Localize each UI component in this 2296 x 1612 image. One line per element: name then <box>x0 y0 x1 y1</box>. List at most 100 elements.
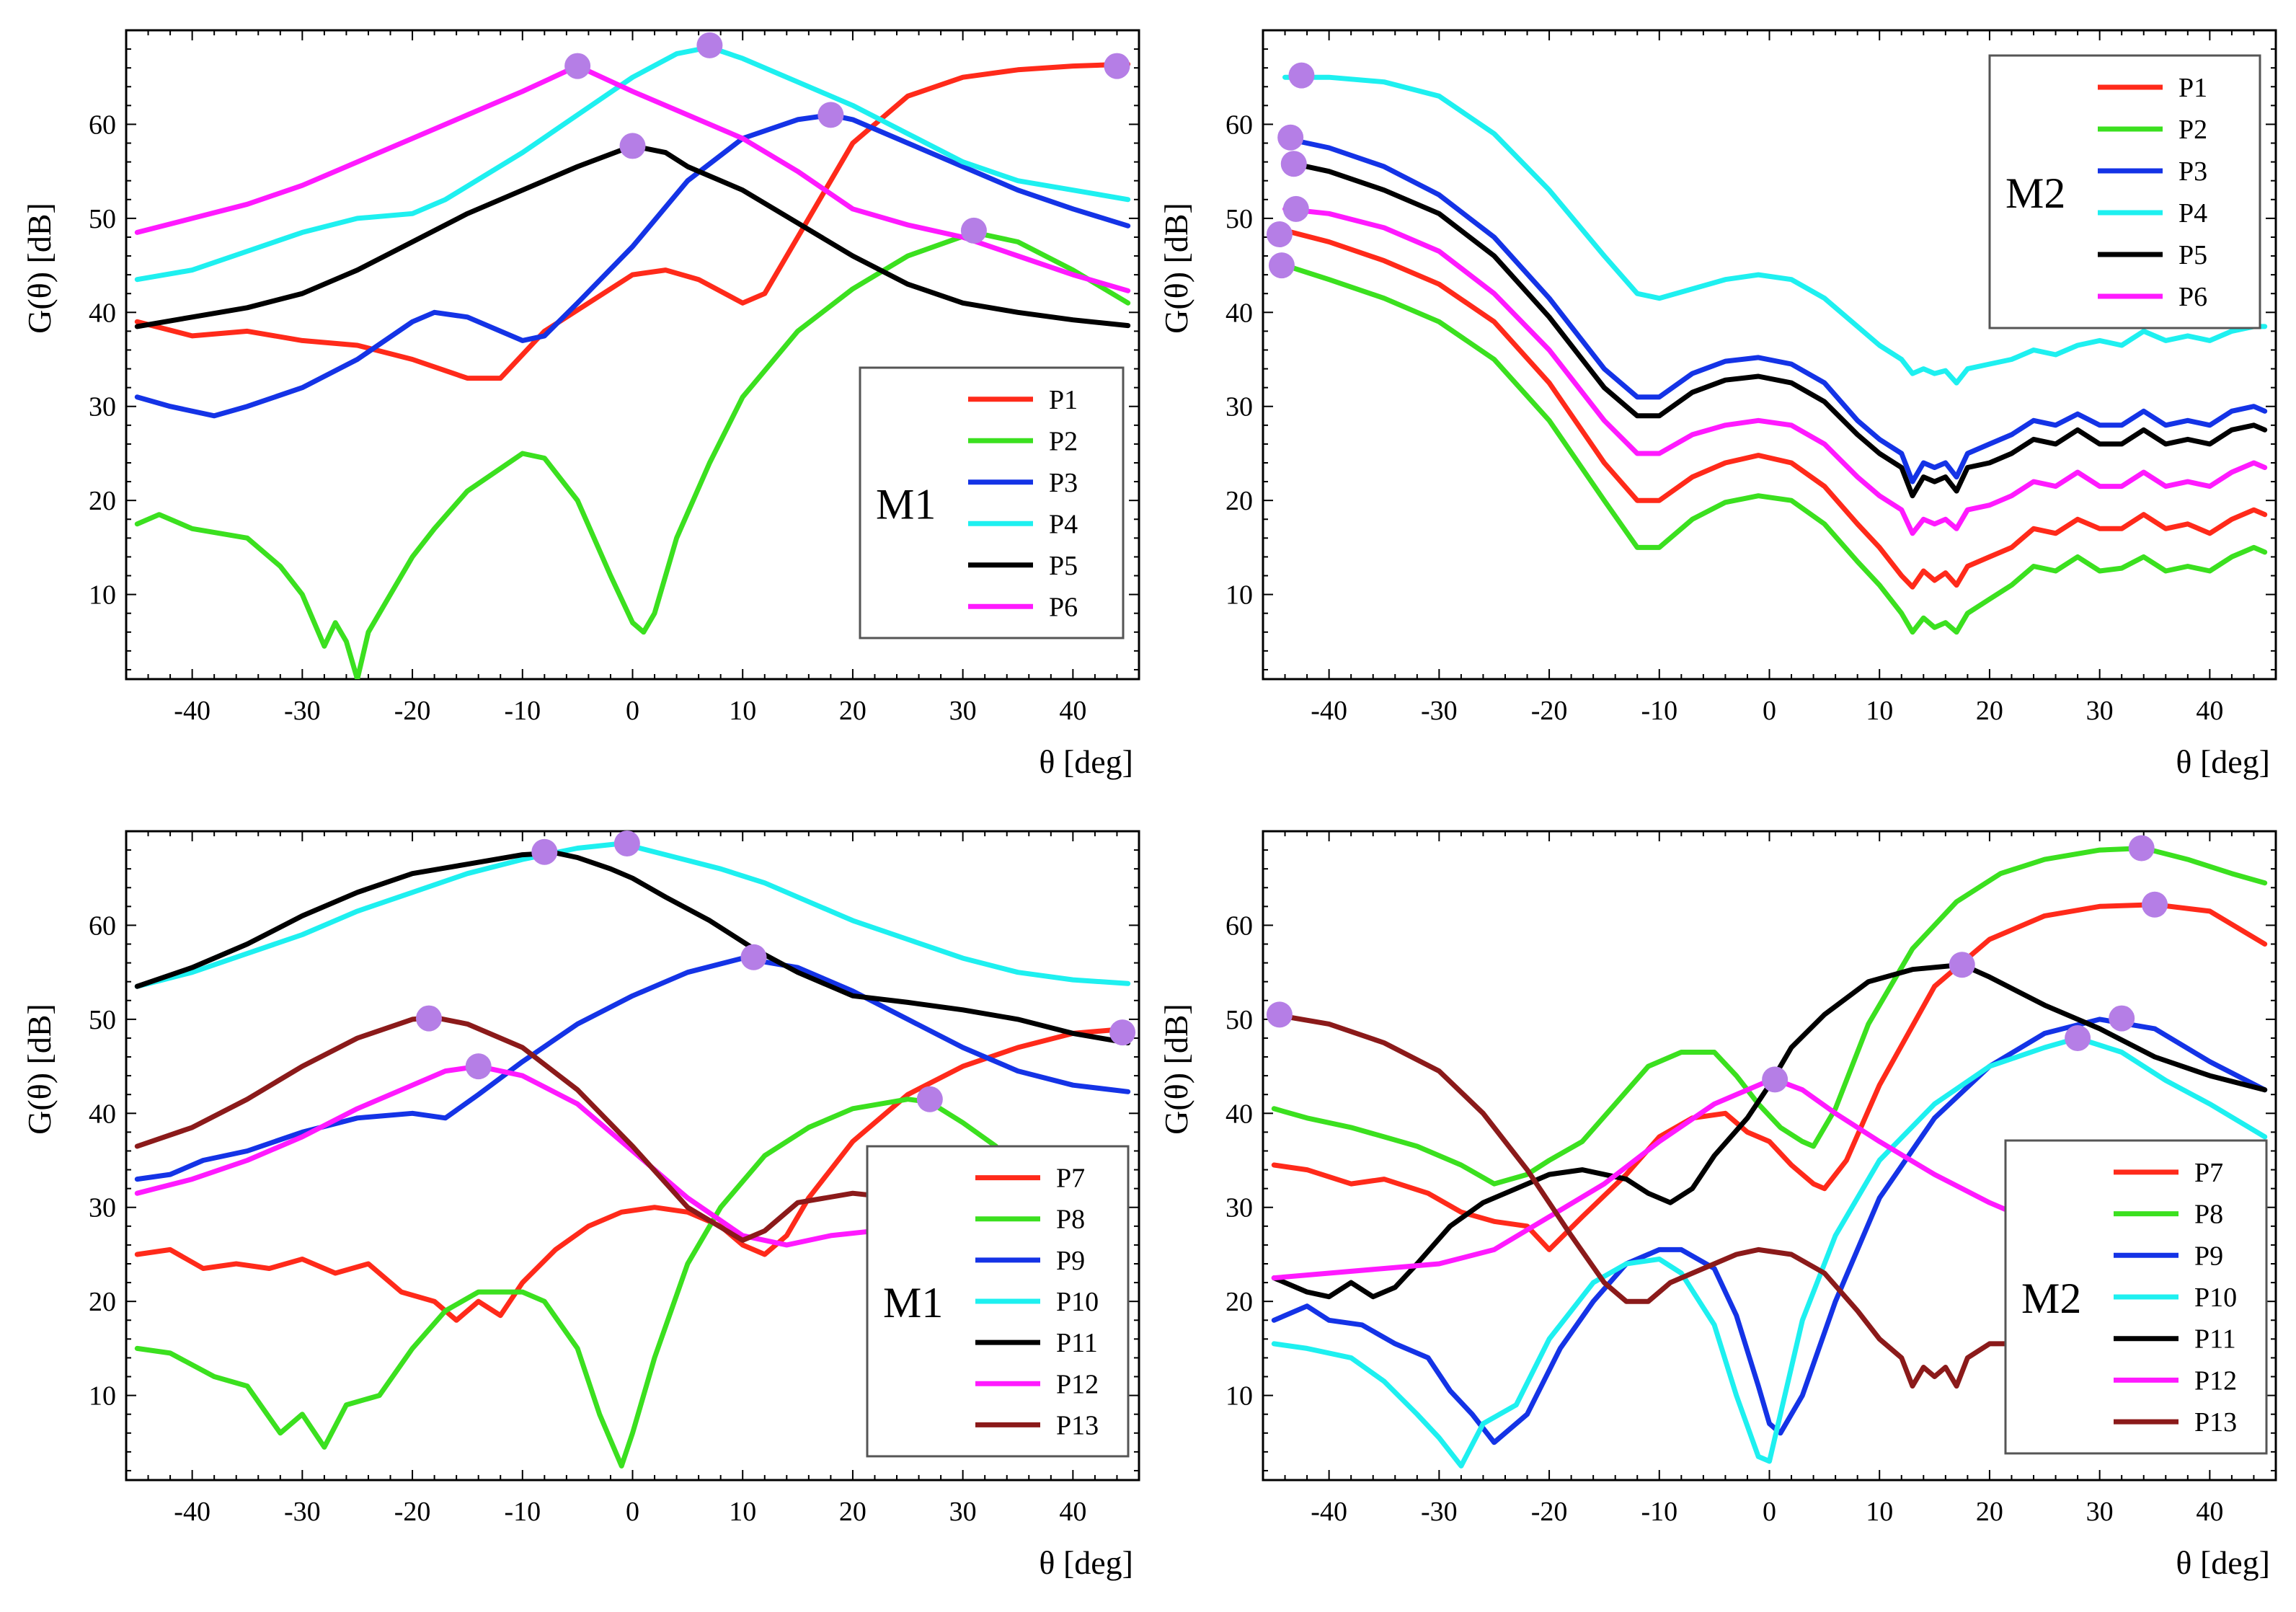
legend-label-p6: P6 <box>2178 282 2207 312</box>
y-tick-label: 30 <box>89 392 116 422</box>
legend-label-p11: P11 <box>1056 1328 1098 1358</box>
legend-label-p7: P7 <box>2194 1158 2223 1188</box>
legend: M1 P7 P8 P9 P10 P11 P12 P13 <box>866 1145 1130 1458</box>
series-line-p1 <box>1282 228 2268 590</box>
legend-label-p10: P10 <box>1056 1287 1099 1317</box>
series-line-p6 <box>1282 206 2268 536</box>
y-tick-label: 10 <box>89 580 116 611</box>
peak-marker <box>740 944 767 970</box>
x-tick-label: -30 <box>284 1497 321 1527</box>
series-line-p4 <box>134 45 1131 283</box>
series-line-p12 <box>134 1063 922 1248</box>
x-tick-label: -40 <box>1311 1497 1347 1527</box>
series-line-p2 <box>1282 262 2268 635</box>
x-tick-label: 0 <box>1763 1497 1776 1527</box>
peak-marker <box>1266 1001 1293 1028</box>
series-line-p3 <box>134 112 1131 419</box>
y-tick-label: 50 <box>1225 1005 1253 1035</box>
x-tick-label: -40 <box>1311 696 1347 726</box>
y-tick-label: 30 <box>89 1193 116 1223</box>
legend-title: M2 <box>2021 1275 2081 1322</box>
chart-panel-top-right: -40 -30 -20 -10 0 10 20 30 40 10 20 30 40 50 60 θ [deg]… <box>1158 29 2277 780</box>
x-tick-label: 20 <box>1976 696 2003 726</box>
x-tick-label: 30 <box>949 696 977 726</box>
legend-label-p4: P4 <box>2178 198 2207 229</box>
y-axis-label: G(θ) [dB] <box>1158 203 1194 334</box>
series-line-p12 <box>1271 1076 2036 1281</box>
legend-title: M1 <box>876 481 936 528</box>
legend-title: M2 <box>2005 169 2065 217</box>
x-tick-label: -40 <box>174 1497 210 1527</box>
peak-marker <box>1104 53 1130 79</box>
peak-marker <box>916 1086 943 1112</box>
x-tick-label: 10 <box>1866 1497 1893 1527</box>
peak-marker <box>817 102 844 128</box>
legend: M2 P1 P2 P3 P4 P5 P6 <box>1988 54 2261 329</box>
series-line-p6 <box>134 63 1131 293</box>
y-tick-label: 20 <box>89 1287 116 1317</box>
legend-label-p9: P9 <box>1056 1246 1085 1276</box>
y-tick-label: 20 <box>89 486 116 516</box>
y-tick-label: 20 <box>1225 1287 1253 1317</box>
y-tick-label: 40 <box>89 298 116 328</box>
x-tick-label: 0 <box>626 696 639 726</box>
series-line-p10 <box>1271 1035 2268 1469</box>
legend-label-p9: P9 <box>2194 1241 2223 1271</box>
x-tick-label: 30 <box>949 1497 977 1527</box>
legend-label-p12: P12 <box>2194 1365 2237 1396</box>
x-axis-label: θ [deg] <box>1039 743 1133 780</box>
legend-label-p8: P8 <box>2194 1200 2223 1230</box>
x-tick-label: 20 <box>839 1497 866 1527</box>
y-tick-label: 60 <box>1225 110 1253 140</box>
chart-panel-bottom-left: -40 -30 -20 -10 0 10 20 30 40 10 20 30 40 50 60 θ [deg]… <box>21 830 1140 1581</box>
legend-label-p5: P5 <box>2178 240 2207 270</box>
legend-box <box>859 366 1125 639</box>
series-line-p2 <box>134 229 1131 679</box>
y-tick-label: 10 <box>89 1381 116 1412</box>
x-tick-label: -40 <box>174 696 210 726</box>
y-tick-label: 40 <box>89 1099 116 1129</box>
y-tick-label: 10 <box>1225 580 1253 611</box>
peak-marker <box>1277 124 1304 151</box>
x-tick-label: -20 <box>394 1497 431 1527</box>
x-tick-label: -10 <box>504 1497 541 1527</box>
legend-label-p7: P7 <box>1056 1164 1085 1194</box>
series-line-p13 <box>134 1014 900 1243</box>
peak-marker <box>2065 1024 2091 1051</box>
x-axis-label: θ [deg] <box>2176 743 2270 780</box>
x-tick-label: 20 <box>1976 1497 2003 1527</box>
x-tick-label: 10 <box>729 696 756 726</box>
series-line-p1 <box>134 61 1131 381</box>
x-tick-label: -30 <box>284 696 321 726</box>
peak-marker <box>2142 891 2168 918</box>
legend-label-p13: P13 <box>2194 1407 2237 1438</box>
series-line-p10 <box>134 841 1131 989</box>
x-tick-label: 40 <box>1059 696 1086 726</box>
y-tick-label: 60 <box>89 110 116 140</box>
peak-marker <box>465 1053 492 1080</box>
y-tick-label: 10 <box>1225 1381 1253 1412</box>
series-line-p9 <box>134 955 1131 1182</box>
series-group <box>134 45 1131 679</box>
series-line-p7 <box>1271 902 2268 1252</box>
series-group <box>1282 74 2268 635</box>
peak-marker <box>960 217 987 244</box>
series-line-p8 <box>134 1097 998 1469</box>
x-axis-label: θ [deg] <box>2176 1544 2270 1581</box>
x-tick-label: 40 <box>1059 1497 1086 1527</box>
legend-label-p8: P8 <box>1056 1205 1085 1235</box>
peak-marker <box>1266 221 1293 248</box>
legend-label-p12: P12 <box>1056 1369 1099 1399</box>
legend-label-p6: P6 <box>1049 592 1078 622</box>
series-line-p11 <box>1271 962 2268 1300</box>
x-axis-label: θ [deg] <box>1039 1544 1133 1581</box>
series-line-p7 <box>134 1026 1131 1323</box>
peak-marker <box>2109 1005 2135 1032</box>
x-tick-label: 30 <box>2086 1497 2114 1527</box>
y-tick-label: 60 <box>89 911 116 941</box>
peak-marker <box>1762 1066 1789 1093</box>
y-tick-label: 20 <box>1225 486 1253 516</box>
peak-marker <box>2128 835 2155 862</box>
peak-marker <box>1282 195 1309 222</box>
